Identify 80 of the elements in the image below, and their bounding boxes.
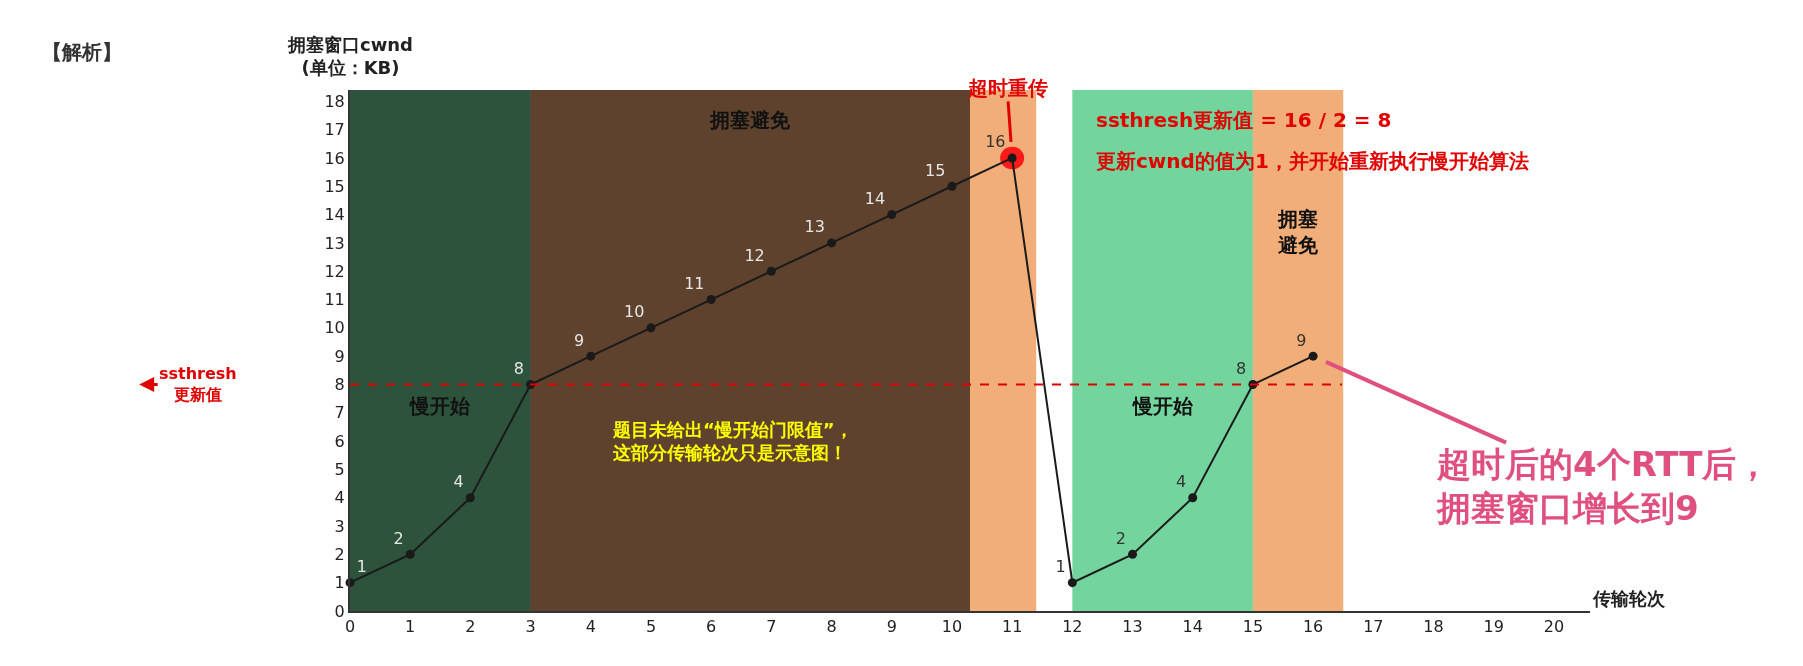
x-tick-label: 19	[1483, 617, 1504, 637]
band-label: 拥塞避免	[709, 108, 791, 132]
band-label: 拥塞避免	[1277, 207, 1319, 257]
point	[706, 295, 716, 305]
y-tick-label: 6	[334, 431, 345, 451]
point	[827, 238, 837, 248]
x-tick-label: 4	[585, 617, 596, 637]
data-label: 4	[1175, 472, 1187, 492]
x-tick-label: 17	[1363, 617, 1384, 637]
x-tick-label: 5	[645, 617, 657, 637]
data-label: 16	[985, 132, 1006, 152]
y-tick-label: 11	[324, 290, 345, 310]
x-tick-label: 7	[766, 617, 777, 637]
y-axis-title: 拥塞窗口cwnd (单位：KB)	[287, 34, 413, 79]
y-tick-label: 4	[334, 488, 345, 508]
y-tick-label: 14	[324, 205, 345, 225]
data-label: 2	[1115, 528, 1126, 548]
x-tick-label: 20	[1543, 617, 1565, 637]
y-tick-label: 8	[334, 375, 345, 395]
point	[586, 351, 596, 361]
x-tick-label: 3	[525, 617, 536, 637]
x-tick-label: 9	[886, 617, 897, 637]
text: 【解析】	[42, 40, 122, 64]
data-label: 4	[453, 472, 464, 492]
x-tick-label: 8	[826, 617, 837, 637]
x-tick-label: 14	[1182, 617, 1203, 637]
y-tick-label: 13	[324, 233, 345, 253]
data-label: 10	[623, 302, 645, 322]
point	[465, 493, 475, 503]
data-label: 13	[804, 217, 825, 237]
x-tick-label: 11	[1001, 617, 1023, 637]
x-tick-label: 2	[465, 617, 476, 637]
data-label: 12	[744, 245, 765, 265]
data-label: 15	[924, 160, 946, 180]
y-tick-label: 2	[334, 544, 345, 564]
data-label: 1	[356, 557, 367, 577]
y-tick-label: 16	[324, 148, 345, 168]
annotation: 超时后的4个RTT后，拥塞窗口增长到9	[1436, 444, 1771, 529]
point	[766, 266, 776, 276]
point	[646, 323, 656, 333]
point	[405, 549, 415, 559]
y-tick-label: 3	[334, 516, 345, 536]
x-tick-label: 15	[1242, 617, 1264, 637]
y-tick-label: 10	[324, 318, 345, 338]
x-tick-label: 10	[941, 617, 963, 637]
data-label: 14	[864, 188, 886, 208]
y-tick-label: 12	[324, 261, 345, 281]
x-tick-label: 13	[1122, 617, 1143, 637]
data-label: 2	[393, 528, 404, 548]
point	[1067, 578, 1077, 588]
y-tick-label: 0	[334, 601, 345, 621]
y-tick-label: 15	[324, 176, 345, 196]
x-axis-title: 传输轮次	[1592, 588, 1666, 609]
x-tick-label: 18	[1423, 617, 1444, 637]
data-label: 8	[1236, 358, 1247, 378]
band-label: 慢开始	[1132, 394, 1194, 418]
ref-line-label: ssthresh 更新值	[159, 364, 237, 404]
y-tick-label: 7	[334, 403, 345, 423]
data-label: 9	[1296, 330, 1307, 350]
y-tick-label: 18	[324, 91, 345, 111]
annotation: 题目未给出“慢开始门限值”，这部分传输轮次只是示意图！	[612, 419, 853, 464]
point	[1308, 351, 1318, 361]
data-label: 1	[1055, 557, 1066, 577]
data-label: 9	[573, 330, 585, 350]
x-tick-label: 1	[405, 617, 416, 637]
point	[1128, 549, 1138, 559]
point	[1188, 493, 1198, 503]
annotation: 超时重传	[967, 76, 1048, 100]
y-tick-label: 5	[334, 460, 345, 480]
data-label: 11	[684, 273, 705, 293]
point	[947, 181, 957, 191]
x-tick-label: 12	[1062, 617, 1083, 637]
point	[887, 210, 897, 220]
band-label: 慢开始	[409, 394, 471, 418]
x-tick-label: 6	[706, 617, 717, 637]
y-tick-label: 9	[334, 346, 345, 366]
data-label: 8	[513, 358, 524, 378]
y-tick-label: 17	[324, 120, 345, 140]
x-tick-label: 16	[1302, 617, 1324, 637]
y-tick-label: 1	[334, 573, 345, 593]
